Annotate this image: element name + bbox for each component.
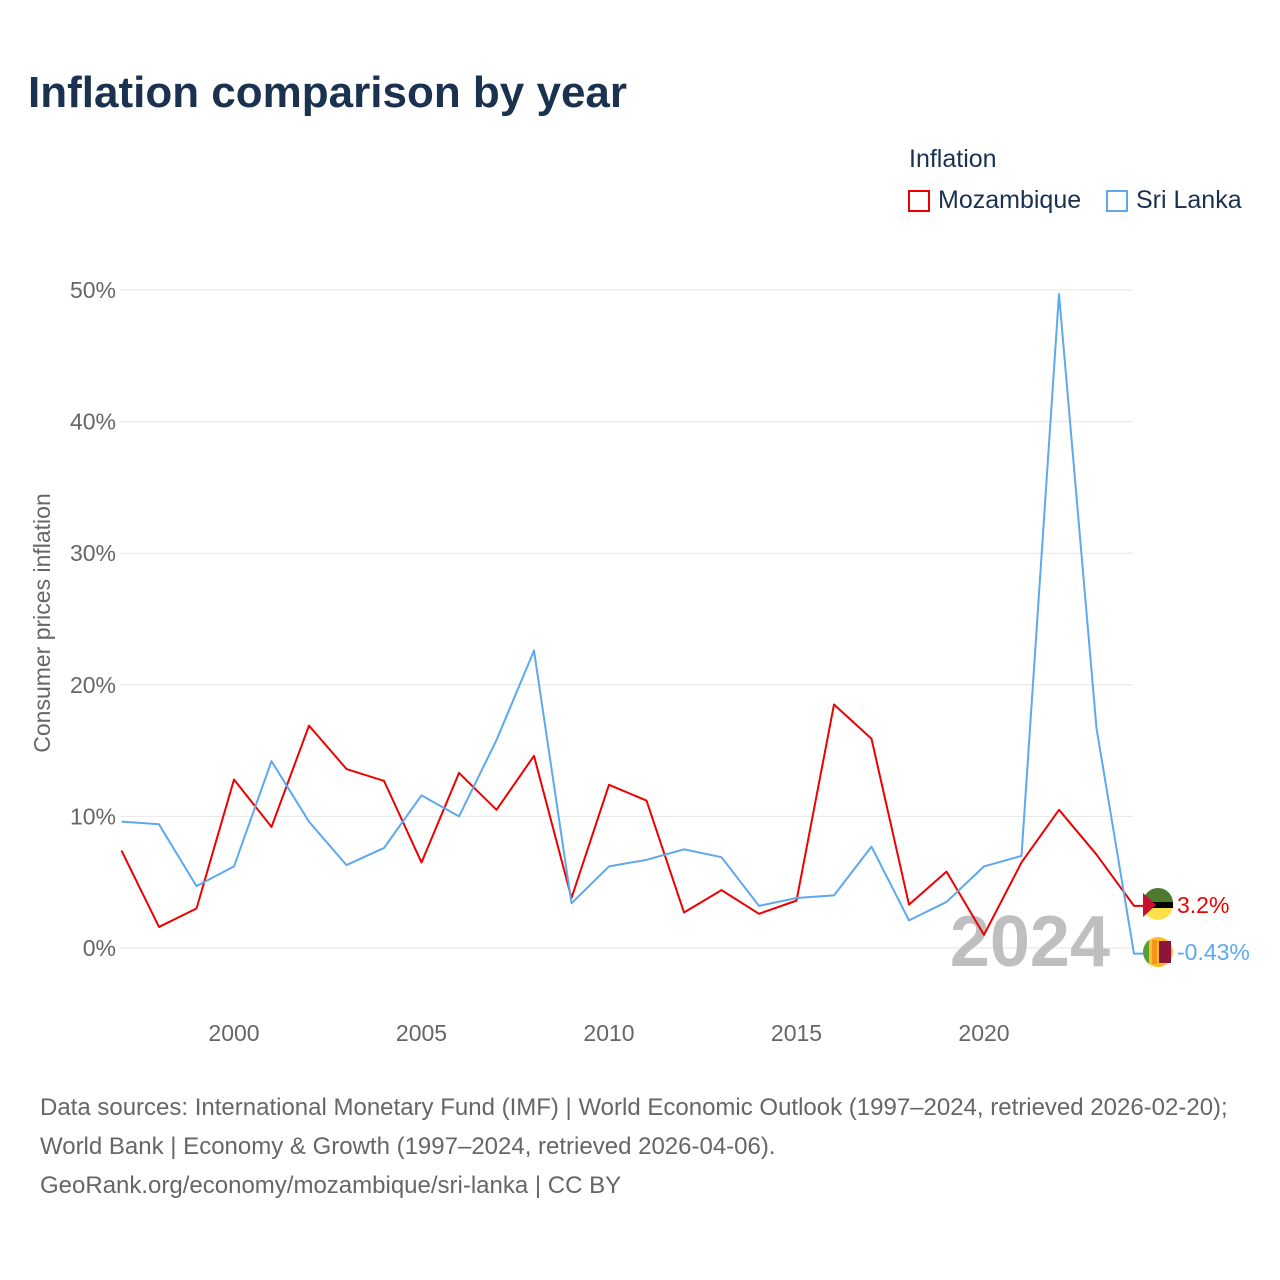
legend-label: Sri Lanka — [1136, 186, 1242, 214]
legend-title: Inflation — [909, 145, 997, 173]
flag-part — [1143, 888, 1173, 903]
flag-part — [1159, 941, 1171, 963]
series-line-sri-lanka — [121, 292, 1143, 955]
legend-swatch — [1106, 189, 1128, 212]
x-tick-label: 2005 — [396, 1020, 447, 1046]
legend-item-mozambique[interactable]: Mozambique — [908, 186, 1081, 215]
legend-swatch — [908, 189, 930, 212]
x-tick-label: 2020 — [958, 1020, 1009, 1046]
end-value-label: 3.2% — [1177, 892, 1229, 918]
flag-icon — [1143, 937, 1173, 967]
flag-icon — [1143, 888, 1173, 920]
footer: Data sources: International Monetary Fun… — [40, 1088, 1250, 1205]
y-tick-label: 20% — [70, 672, 116, 698]
x-tick-label: 2000 — [208, 1020, 259, 1046]
y-tick-label: 40% — [70, 409, 116, 435]
end-value-label: -0.43% — [1177, 939, 1250, 965]
flag-part — [1143, 940, 1149, 964]
series-line-mozambique — [120, 703, 1143, 936]
legend-item-sri-lanka[interactable]: Sri Lanka — [1106, 186, 1242, 215]
legend-label: Mozambique — [938, 186, 1082, 214]
page-title: Inflation comparison by year — [28, 68, 628, 117]
data-sources: Data sources: International Monetary Fun… — [40, 1094, 1228, 1160]
y-tick-label: 50% — [70, 277, 116, 303]
flag-part — [1152, 940, 1157, 964]
y-tick-label: 0% — [83, 935, 116, 961]
flag-part — [1143, 893, 1156, 917]
source-link[interactable]: GeoRank.org/economy/mozambique/sri-lanka… — [40, 1172, 622, 1199]
x-tick-label: 2015 — [771, 1020, 822, 1046]
y-tick-label: 30% — [70, 540, 116, 566]
flag-part — [1143, 902, 1173, 908]
y-axis-label: Consumer prices inflation — [29, 493, 55, 753]
x-tick-label: 2010 — [583, 1020, 634, 1046]
year-label: 2024 — [950, 902, 1110, 982]
y-tick-label: 10% — [70, 803, 116, 829]
